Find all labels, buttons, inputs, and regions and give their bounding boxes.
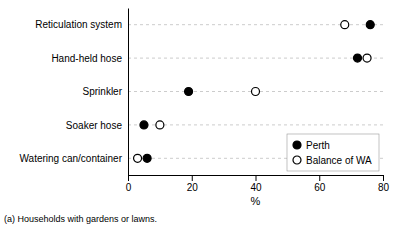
x-tick-label: 40 — [250, 182, 262, 193]
dot — [363, 54, 371, 62]
dot — [156, 121, 164, 129]
dot — [252, 88, 260, 96]
y-axis-line — [128, 9, 129, 176]
legend-item: Balance of WA — [293, 155, 372, 166]
grid-line — [128, 58, 383, 59]
grid-line — [128, 124, 383, 125]
dot — [143, 154, 151, 162]
dot — [185, 88, 193, 96]
x-tick: 80 — [378, 175, 390, 193]
x-axis: 0 20 40 60 80 — [126, 175, 390, 193]
y-tick-label: Sprinkler — [83, 86, 123, 97]
dot — [341, 21, 349, 29]
x-tick-label: 0 — [126, 182, 132, 193]
legend-label: Perth — [306, 140, 330, 151]
x-axis-title: % — [251, 195, 261, 207]
x-tick-label: 80 — [378, 182, 390, 193]
x-tick-mark — [128, 175, 129, 181]
dot — [354, 54, 362, 62]
y-tick: Sprinkler — [83, 86, 128, 97]
y-axis: Reticulation system Hand-held hose Sprinkl… — [20, 9, 129, 176]
legend-label: Balance of WA — [306, 155, 372, 166]
legend-symbol — [293, 141, 301, 149]
dot — [140, 121, 148, 129]
x-tick: 60 — [314, 175, 326, 193]
y-tick-label: Soaker hose — [66, 120, 123, 131]
legend-frame — [287, 134, 379, 171]
y-tick-label: Hand-held hose — [51, 53, 122, 64]
dot — [134, 154, 142, 162]
y-tick: Watering can/container — [20, 153, 128, 164]
x-tick-mark — [383, 175, 384, 181]
y-tick: Soaker hose — [66, 120, 128, 131]
y-tick: Hand-held hose — [51, 53, 128, 64]
x-tick: 40 — [250, 175, 262, 193]
x-tick-label: 20 — [187, 182, 199, 193]
legend-symbol — [293, 156, 301, 164]
footnote: (a) Households with gardens or lawns. — [4, 214, 157, 224]
x-tick-mark — [192, 175, 193, 181]
x-tick: 20 — [187, 175, 199, 193]
x-tick: 0 — [126, 175, 132, 193]
y-tick: Reticulation system — [35, 19, 128, 30]
plot: 0 20 40 60 80 Reticulation system Hand-held ho… — [20, 9, 390, 208]
y-tick-label: Watering can/container — [20, 153, 123, 164]
x-tick-mark — [319, 175, 320, 181]
y-tick-label: Reticulation system — [35, 19, 122, 30]
x-axis-line — [129, 176, 384, 182]
dot — [366, 21, 374, 29]
x-tick-label: 60 — [314, 182, 326, 193]
x-tick-mark — [256, 175, 257, 181]
legend: Perth Balance of WA — [287, 134, 379, 171]
legend-item: Perth — [293, 140, 330, 151]
chart: 0 20 40 60 80 Reticulation system Hand-held ho… — [0, 0, 397, 227]
